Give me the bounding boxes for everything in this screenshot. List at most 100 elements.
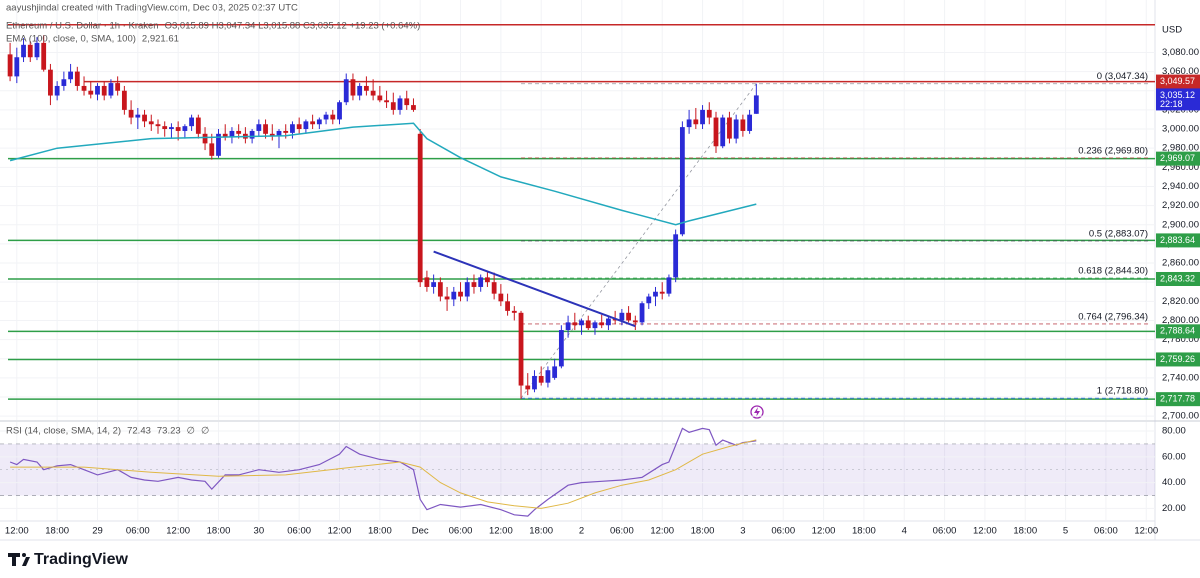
fib-label: 1 (2,718.80) (1097, 386, 1148, 397)
level-box-label: 2,759.26 (1160, 354, 1195, 364)
y-tick-label: 2,960.00 (1162, 162, 1199, 173)
candle-body (511, 310, 517, 313)
rsi-extra: ∅ (187, 426, 195, 437)
candle-body (740, 119, 746, 131)
x-tick-label: 12:00 (489, 526, 513, 537)
candle-body (263, 124, 268, 134)
candle-body (142, 114, 147, 122)
fib-label: 0.618 (2,844.30) (1078, 266, 1148, 277)
level-box-label: 2,788.64 (1160, 326, 1195, 336)
candle-body (491, 282, 497, 294)
candle-body (411, 105, 416, 110)
candle-body (269, 133, 275, 136)
candle-body (209, 143, 215, 156)
candle-body (720, 117, 726, 147)
candle-body (41, 42, 47, 70)
candle-body (518, 312, 524, 386)
candle-body (619, 312, 625, 321)
brand-name: TradingView (34, 551, 129, 568)
level-box (1156, 271, 1200, 286)
candle-body (592, 322, 598, 329)
candle-body (155, 124, 161, 127)
symbol-title: Ethereum / U.S. Dollar · 1h · Kraken (6, 21, 159, 32)
candle-body (88, 90, 94, 95)
y-tick-label: 2,940.00 (1162, 181, 1199, 192)
rsi-value: 72.43 (127, 426, 151, 437)
x-tick-label: 12:00 (166, 526, 190, 537)
x-tick-label: 06:00 (1094, 526, 1118, 537)
candle-body (162, 126, 168, 130)
y-tick-label: 2,920.00 (1162, 200, 1199, 211)
candle-body (478, 277, 484, 287)
candle-body (626, 312, 631, 321)
candle-body (538, 375, 544, 383)
candle-body (21, 44, 26, 58)
candle-body (646, 296, 652, 304)
countdown-label: 22:18 (1160, 99, 1183, 109)
x-tick-label: Dec (412, 526, 429, 537)
candle-body (61, 79, 67, 86)
rsi-extra: ∅ (201, 426, 209, 437)
candle-body (182, 126, 188, 131)
candle-body (216, 133, 221, 156)
candle-body (498, 293, 504, 302)
ema-value: 2,921.61 (142, 34, 179, 45)
level-box (1156, 392, 1200, 407)
x-tick-label: 12:00 (973, 526, 997, 537)
candle-body (290, 124, 295, 133)
trendline (433, 250, 636, 328)
y-tick-label: 2,980.00 (1162, 143, 1199, 154)
candle-body (485, 277, 490, 283)
y-tick-label: 2,700.00 (1162, 411, 1199, 422)
candle-body (330, 114, 336, 120)
candle-body (525, 385, 531, 390)
x-tick-label: 12:00 (812, 526, 836, 537)
candle-body (95, 85, 100, 95)
candle-body (81, 85, 87, 91)
candle-body (458, 291, 463, 297)
x-tick-label: 4 (902, 526, 907, 537)
attribution: aayushjindal created with TradingView.co… (6, 3, 298, 14)
rsi-line (9, 427, 757, 517)
candle-body (693, 119, 699, 125)
candle-body (565, 322, 571, 331)
candle-body (108, 83, 114, 96)
y-tick-label: 2,780.00 (1162, 334, 1199, 345)
candle-body (14, 57, 20, 77)
candle-body (572, 322, 578, 326)
candle-body (135, 114, 141, 118)
candle-body (148, 121, 154, 125)
candle-body (128, 109, 134, 118)
candle-body (700, 109, 705, 125)
candle-body (249, 130, 255, 139)
candle-body (323, 114, 329, 120)
x-tick-label: 12:00 (5, 526, 29, 537)
candle-body (236, 130, 242, 134)
candle-body (350, 79, 356, 96)
candle-body (276, 130, 282, 136)
ohlc-label: O3,015.89 H3,047.34 L3,015.88 C3,035.12 … (165, 21, 421, 32)
y-tick-label: 3,000.00 (1162, 124, 1199, 135)
candle-body (451, 291, 457, 300)
x-tick-label: 12:00 (328, 526, 352, 537)
fib-label: 0.764 (2,796.34) (1078, 311, 1148, 322)
level-box (1156, 324, 1200, 339)
x-tick-label: 06:00 (610, 526, 634, 537)
level-box-label: 2,717.78 (1160, 394, 1195, 404)
x-tick-label: 18:00 (852, 526, 876, 537)
lightning-icon (750, 405, 764, 419)
candle-body (229, 130, 235, 137)
candle-body (753, 95, 759, 114)
candle-body (343, 79, 349, 103)
x-tick-label: 29 (92, 526, 103, 537)
candle-body (444, 296, 450, 300)
y-tick-label: 60.00 (1162, 451, 1186, 462)
y-tick-label: 2,860.00 (1162, 258, 1199, 269)
x-tick-label: 06:00 (126, 526, 150, 537)
x-tick-label: 18:00 (45, 526, 69, 537)
candle-body (666, 277, 672, 294)
y-tick-label: 3,080.00 (1162, 47, 1199, 58)
candle-body (202, 133, 208, 144)
candle-body (747, 114, 753, 131)
